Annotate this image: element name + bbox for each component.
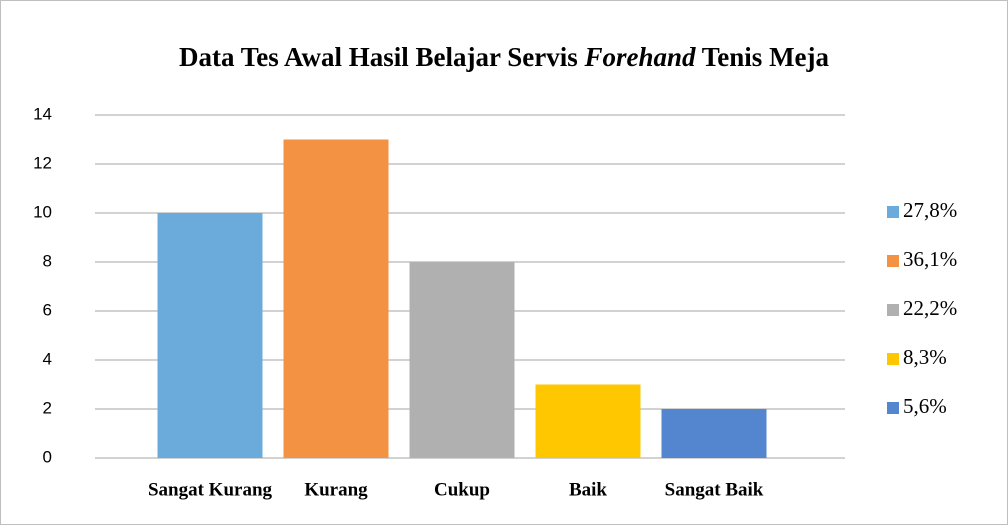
bar (661, 409, 767, 458)
x-tick-label: Baik (569, 479, 607, 500)
legend-label: 27,8% (903, 198, 957, 222)
y-tick-label: 2 (43, 398, 52, 417)
bar (535, 384, 641, 458)
legend-swatch (887, 353, 899, 365)
y-tick-label: 12 (33, 153, 52, 172)
legend-label: 22,2% (903, 296, 957, 320)
title-part: Data Tes Awal Hasil Belajar Servis (179, 42, 585, 72)
chart-title: Data Tes Awal Hasil Belajar Servis Foreh… (179, 42, 830, 72)
y-tick-label: 0 (43, 447, 52, 466)
x-tick-label: Cukup (434, 479, 490, 500)
legend-label: 36,1% (903, 247, 957, 271)
x-tick-label: Kurang (304, 479, 368, 500)
y-tick-label: 10 (33, 202, 52, 221)
y-tick-label: 6 (43, 300, 52, 319)
x-tick-label: Sangat Baik (665, 479, 764, 500)
y-tick-label: 14 (33, 104, 52, 123)
legend-swatch (887, 402, 899, 414)
legend-swatch (887, 255, 899, 267)
x-tick-label: Sangat Kurang (148, 479, 273, 500)
bar (283, 139, 389, 458)
legend-label: 8,3% (903, 345, 947, 369)
y-tick-label: 8 (43, 251, 52, 270)
title-part: Forehand (583, 42, 696, 72)
bar (157, 213, 263, 458)
legend-swatch (887, 206, 899, 218)
title-part: Tenis Meja (696, 42, 830, 72)
legend-label: 5,6% (903, 394, 947, 418)
y-tick-label: 4 (43, 349, 52, 368)
legend-swatch (887, 304, 899, 316)
bar (409, 262, 515, 458)
